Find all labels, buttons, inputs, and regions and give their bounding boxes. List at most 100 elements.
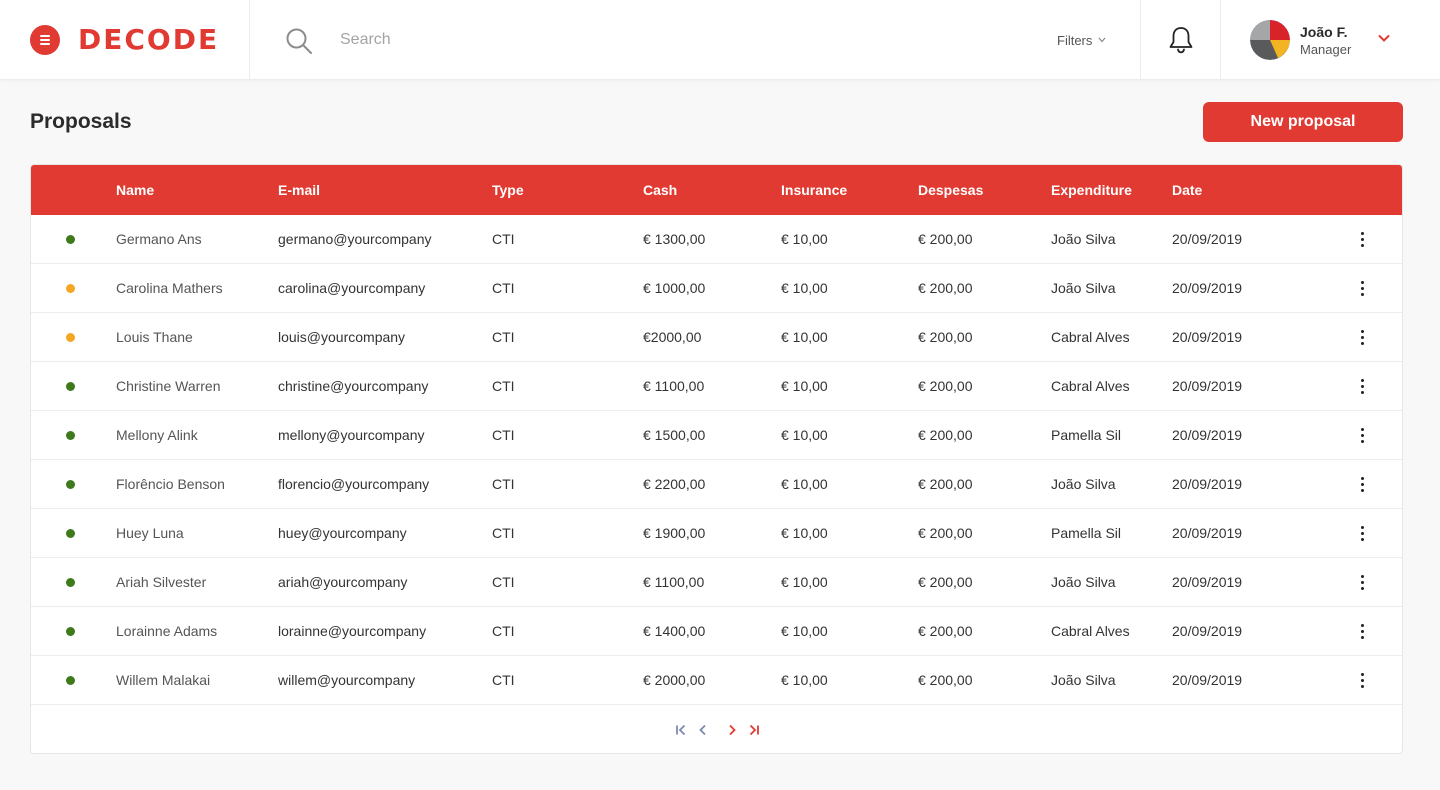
more-options-icon[interactable] bbox=[1357, 425, 1369, 445]
next-page-icon[interactable] bbox=[725, 723, 739, 737]
cell-expenditure: João Silva bbox=[1051, 672, 1116, 688]
cell-date: 20/09/2019 bbox=[1172, 525, 1243, 541]
more-options-icon[interactable] bbox=[1357, 474, 1369, 494]
more-options-icon[interactable] bbox=[1357, 670, 1369, 690]
cell-expenditure: Cabral Alves bbox=[1051, 378, 1130, 394]
more-options-icon[interactable] bbox=[1357, 229, 1369, 249]
column-header-email[interactable]: E-mail bbox=[278, 182, 321, 198]
search-input[interactable] bbox=[340, 26, 940, 54]
cell-type: CTI bbox=[492, 525, 515, 541]
cell-email: huey@yourcompany bbox=[278, 525, 407, 541]
cell-cash: € 1500,00 bbox=[643, 427, 706, 443]
table-row[interactable]: Willem Malakai willem@yourcompany CTI € 200… bbox=[31, 656, 1402, 705]
more-options-icon[interactable] bbox=[1357, 572, 1369, 592]
table-row[interactable]: Louis Thane louis@yourcompany CTI €2000,00 €… bbox=[31, 313, 1402, 362]
cell-name: Germano Ans bbox=[116, 231, 202, 247]
search-icon[interactable] bbox=[285, 27, 313, 55]
cell-name: Huey Luna bbox=[116, 525, 184, 541]
cell-name: Ariah Silvester bbox=[116, 574, 207, 590]
cell-name: Willem Malakai bbox=[116, 672, 211, 688]
cell-date: 20/09/2019 bbox=[1172, 623, 1243, 639]
cell-despesas: € 200,00 bbox=[918, 231, 973, 247]
cell-insurance: € 10,00 bbox=[781, 231, 828, 247]
first-page-icon[interactable] bbox=[674, 723, 688, 737]
cell-email: mellony@yourcompany bbox=[278, 427, 425, 443]
status-dot bbox=[66, 578, 75, 587]
cell-expenditure: João Silva bbox=[1051, 280, 1116, 296]
cell-name: Louis Thane bbox=[116, 329, 193, 345]
cell-insurance: € 10,00 bbox=[781, 476, 828, 492]
cell-despesas: € 200,00 bbox=[918, 574, 973, 590]
prev-page-icon[interactable] bbox=[696, 723, 710, 737]
menu-icon[interactable] bbox=[30, 25, 60, 55]
cell-despesas: € 200,00 bbox=[918, 623, 973, 639]
more-options-icon[interactable] bbox=[1357, 523, 1369, 543]
status-dot bbox=[66, 676, 75, 685]
cell-expenditure: Cabral Alves bbox=[1051, 329, 1130, 345]
cell-name: Christine Warren bbox=[116, 378, 221, 394]
user-role: Manager bbox=[1300, 42, 1352, 57]
more-options-icon[interactable] bbox=[1357, 621, 1369, 641]
table-row[interactable]: Huey Luna huey@yourcompany CTI € 1900,00 € 1… bbox=[31, 509, 1402, 558]
cell-date: 20/09/2019 bbox=[1172, 280, 1243, 296]
cell-email: germano@yourcompany bbox=[278, 231, 432, 247]
status-dot bbox=[66, 627, 75, 636]
cell-cash: € 2000,00 bbox=[643, 672, 706, 688]
top-bar: DECODE Filters João F. Manager bbox=[0, 0, 1440, 80]
column-header-type[interactable]: Type bbox=[492, 182, 524, 198]
table-header: Name E-mail Type Cash Insurance Despesas… bbox=[31, 165, 1402, 215]
cell-cash: € 1300,00 bbox=[643, 231, 706, 247]
cell-despesas: € 200,00 bbox=[918, 280, 973, 296]
column-header-name[interactable]: Name bbox=[116, 182, 155, 198]
cell-email: carolina@yourcompany bbox=[278, 280, 426, 296]
new-proposal-button[interactable]: New proposal bbox=[1203, 102, 1403, 142]
more-options-icon[interactable] bbox=[1357, 278, 1369, 298]
cell-cash: € 1400,00 bbox=[643, 623, 706, 639]
cell-date: 20/09/2019 bbox=[1172, 427, 1243, 443]
more-options-icon[interactable] bbox=[1357, 376, 1369, 396]
status-dot bbox=[66, 333, 75, 342]
last-page-icon[interactable] bbox=[747, 723, 761, 737]
cell-email: florencio@yourcompany bbox=[278, 476, 430, 492]
cell-expenditure: João Silva bbox=[1051, 231, 1116, 247]
cell-email: ariah@yourcompany bbox=[278, 574, 408, 590]
notifications-button[interactable] bbox=[1140, 0, 1221, 80]
cell-insurance: € 10,00 bbox=[781, 378, 828, 394]
table-row[interactable]: Germano Ans germano@yourcompany CTI € 1300,… bbox=[31, 215, 1402, 264]
table-row[interactable]: Florêncio Benson florencio@yourcompany CTI… bbox=[31, 460, 1402, 509]
column-header-cash[interactable]: Cash bbox=[643, 182, 678, 198]
table-row[interactable]: Ariah Silvester ariah@yourcompany CTI € 110… bbox=[31, 558, 1402, 607]
logo: DECODE bbox=[78, 23, 220, 56]
chevron-down-icon[interactable] bbox=[1378, 34, 1390, 43]
status-dot bbox=[66, 529, 75, 538]
cell-email: christine@yourcompany bbox=[278, 378, 429, 394]
bell-icon bbox=[1169, 27, 1193, 54]
cell-insurance: € 10,00 bbox=[781, 427, 828, 443]
table-row[interactable]: Christine Warren christine@yourcompany CTI… bbox=[31, 362, 1402, 411]
proposals-table: Name E-mail Type Cash Insurance Despesas… bbox=[30, 164, 1403, 754]
column-header-insurance[interactable]: Insurance bbox=[781, 182, 848, 198]
chevron-down-icon bbox=[1098, 37, 1106, 43]
cell-type: CTI bbox=[492, 476, 515, 492]
column-header-expenditure[interactable]: Expenditure bbox=[1051, 182, 1132, 198]
cell-type: CTI bbox=[492, 672, 515, 688]
cell-insurance: € 10,00 bbox=[781, 525, 828, 541]
cell-name: Mellony Alink bbox=[116, 427, 198, 443]
table-row[interactable]: Mellony Alink mellony@yourcompany CTI € 150… bbox=[31, 411, 1402, 460]
cell-expenditure: Pamella Sil bbox=[1051, 427, 1122, 443]
more-options-icon[interactable] bbox=[1357, 327, 1369, 347]
user-menu[interactable]: João F. Manager bbox=[1221, 0, 1440, 80]
cell-expenditure: Cabral Alves bbox=[1051, 623, 1130, 639]
cell-insurance: € 10,00 bbox=[781, 672, 828, 688]
filters-dropdown[interactable]: Filters bbox=[1057, 31, 1106, 49]
table-row[interactable]: Lorainne Adams lorainne@yourcompany CTI € 1… bbox=[31, 607, 1402, 656]
table-row[interactable]: Carolina Mathers carolina@yourcompany CTI €… bbox=[31, 264, 1402, 313]
cell-insurance: € 10,00 bbox=[781, 623, 828, 639]
status-dot bbox=[66, 382, 75, 391]
cell-despesas: € 200,00 bbox=[918, 476, 973, 492]
cell-name: Lorainne Adams bbox=[116, 623, 218, 639]
cell-name: Carolina Mathers bbox=[116, 280, 223, 296]
cell-insurance: € 10,00 bbox=[781, 280, 828, 296]
column-header-despesas[interactable]: Despesas bbox=[918, 182, 984, 198]
column-header-date[interactable]: Date bbox=[1172, 182, 1203, 198]
